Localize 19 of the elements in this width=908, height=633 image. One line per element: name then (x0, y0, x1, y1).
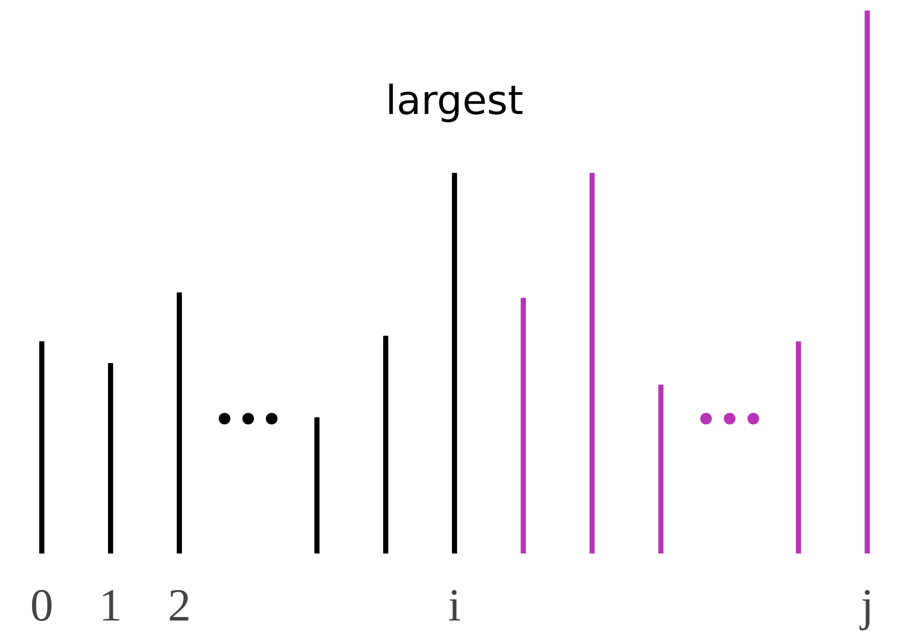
bar (796, 341, 802, 554)
bar (176, 292, 182, 554)
bar (520, 298, 526, 554)
bar (864, 10, 870, 554)
bar (314, 417, 320, 554)
bar (590, 172, 595, 554)
x-tick-label: 0 (30, 580, 54, 630)
annotation: largest (386, 78, 524, 124)
bar (39, 341, 44, 554)
x-tick-label: 1 (99, 580, 122, 630)
annotation: ••• (694, 397, 766, 444)
annotation: ••• (212, 397, 284, 444)
x-tick-label: j (858, 580, 874, 630)
x-tick-label: i (448, 580, 461, 630)
x-tick-label: 2 (168, 580, 191, 630)
bar (108, 362, 114, 554)
bar (452, 172, 458, 554)
bar (658, 384, 664, 554)
bar (383, 336, 388, 554)
